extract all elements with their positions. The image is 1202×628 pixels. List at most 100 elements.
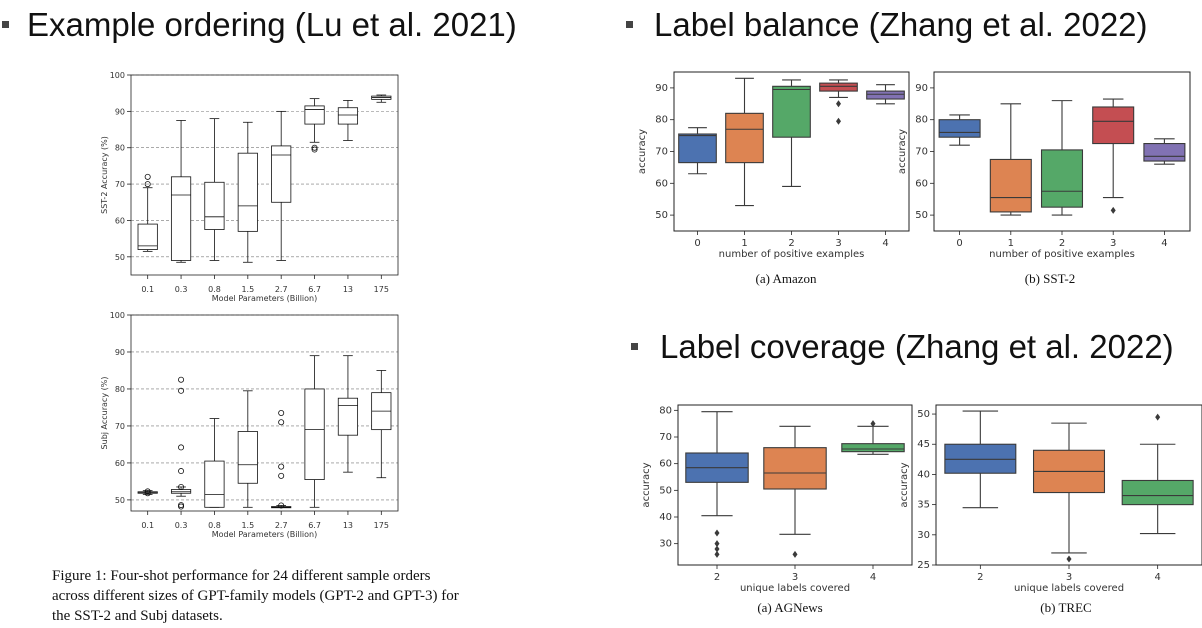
box-iqr — [337, 107, 359, 125]
x-tick-label: 4 — [1154, 572, 1160, 583]
y-tick-label: 80 — [915, 115, 928, 126]
x-tick-label: 13 — [343, 285, 353, 294]
x-axis-label: unique labels covered — [1014, 583, 1124, 594]
x-tick-label: 4 — [1161, 238, 1167, 249]
x-tick-label: 175 — [374, 521, 389, 530]
y-axis-label: accuracy — [897, 129, 908, 174]
outlier-point — [178, 376, 185, 383]
y-tick-label: 60 — [915, 178, 928, 189]
y-tick-label: 50 — [659, 485, 672, 496]
subfigure-caption: (a) Amazon — [755, 271, 817, 286]
outlier-point — [1066, 555, 1072, 563]
outlier-point — [792, 550, 798, 558]
box-subj_order-4 — [271, 409, 292, 509]
box-iqr — [337, 397, 359, 436]
x-tick-label: 3 — [792, 572, 798, 583]
box-sst2_order-6 — [337, 100, 359, 141]
box-sst2_order-3 — [237, 121, 258, 263]
box-iqr — [170, 176, 192, 261]
box-subj_order-1 — [170, 376, 192, 510]
x-tick-label: 13 — [343, 521, 353, 530]
box-subj_order-6 — [337, 355, 359, 473]
y-axis-label: accuracy — [641, 462, 652, 507]
box-iqr — [938, 119, 981, 138]
box-sst2_balance-4 — [1143, 138, 1186, 165]
box-subj_order-2 — [204, 418, 225, 508]
x-tick-label: 6.7 — [308, 285, 321, 294]
y-tick-label: 90 — [915, 83, 928, 94]
box-sst2_order-0 — [137, 173, 158, 252]
box-iqr — [725, 112, 764, 164]
box-iqr — [1121, 479, 1194, 506]
plot-frame — [130, 74, 399, 276]
box-iqr — [304, 388, 325, 480]
outlier-point — [144, 181, 151, 188]
bullet-marker — [631, 343, 638, 350]
heading-example-ordering: Example ordering (Lu et al. 2021) — [27, 6, 517, 43]
x-tick-label: 1.5 — [241, 285, 254, 294]
subfigure-caption: (a) AGNews — [757, 600, 822, 615]
box-iqr — [944, 443, 1017, 474]
x-tick-label: 2.7 — [275, 521, 288, 530]
box-trec_coverage-1 — [1032, 422, 1106, 563]
y-tick-label: 80 — [115, 385, 125, 394]
outlier-point — [1155, 413, 1161, 421]
box-iqr — [1040, 149, 1084, 208]
y-tick-label: 70 — [915, 147, 928, 158]
x-tick-label: 2 — [714, 572, 720, 583]
y-tick-label: 70 — [655, 147, 668, 158]
box-iqr — [237, 431, 258, 484]
x-axis-label: number of positive examples — [719, 249, 865, 260]
outlier-point — [836, 100, 841, 108]
box-iqr — [1092, 106, 1135, 145]
y-tick-label: 25 — [917, 560, 930, 571]
x-tick-label: 6.7 — [308, 521, 321, 530]
box-sst2_balance-1 — [989, 103, 1032, 216]
box-iqr — [866, 90, 905, 100]
x-axis-label: Model Parameters (Billion) — [212, 294, 317, 303]
y-axis-label: accuracy — [637, 129, 648, 174]
heading-label-coverage: Label coverage (Zhang et al. 2022) — [660, 328, 1174, 365]
box-subj_order-7 — [371, 370, 392, 479]
y-axis-label: SST-2 Accuracy (%) — [100, 136, 109, 214]
x-tick-label: 2.7 — [275, 285, 288, 294]
x-tick-label: 3 — [1066, 572, 1072, 583]
box-subj_order-0 — [137, 488, 158, 497]
plot-frame — [130, 314, 399, 512]
y-axis-label: Subj Accuracy (%) — [100, 377, 109, 450]
y-tick-label: 80 — [655, 115, 668, 126]
outlier-point — [278, 502, 285, 509]
x-axis-label: Model Parameters (Billion) — [212, 530, 317, 539]
outlier-point — [278, 463, 285, 470]
outlier-point — [178, 502, 185, 509]
y-tick-label: 100 — [110, 311, 125, 320]
box-iqr — [989, 158, 1032, 213]
outlier-point — [714, 540, 720, 548]
x-tick-label: 0.8 — [208, 285, 221, 294]
y-tick-label: 90 — [655, 83, 668, 94]
y-tick-label: 60 — [659, 459, 672, 470]
x-tick-label: 0 — [956, 238, 962, 249]
outlier-point — [714, 529, 720, 537]
outlier-point — [178, 444, 185, 451]
x-tick-label: 4 — [882, 238, 888, 249]
x-tick-label: 0.8 — [208, 521, 221, 530]
outlier-point — [144, 488, 151, 495]
y-tick-label: 30 — [659, 539, 672, 550]
outlier-point — [278, 472, 285, 479]
y-tick-label: 50 — [115, 253, 125, 262]
box-iqr — [1143, 143, 1186, 162]
y-tick-label: 50 — [915, 210, 928, 221]
box-amazon_balance-0 — [678, 127, 717, 175]
box-iqr — [137, 223, 158, 250]
box-sst2_order-1 — [170, 120, 192, 263]
box-amazon_balance-1 — [725, 77, 764, 207]
y-tick-label: 50 — [917, 409, 930, 420]
x-tick-label: 0.1 — [141, 521, 154, 530]
outlier-point — [1110, 206, 1116, 214]
bullet-marker — [626, 21, 633, 28]
y-tick-label: 90 — [115, 107, 125, 116]
box-iqr — [772, 85, 811, 138]
x-tick-label: 3 — [835, 238, 841, 249]
box-sst2_order-4 — [271, 110, 292, 261]
